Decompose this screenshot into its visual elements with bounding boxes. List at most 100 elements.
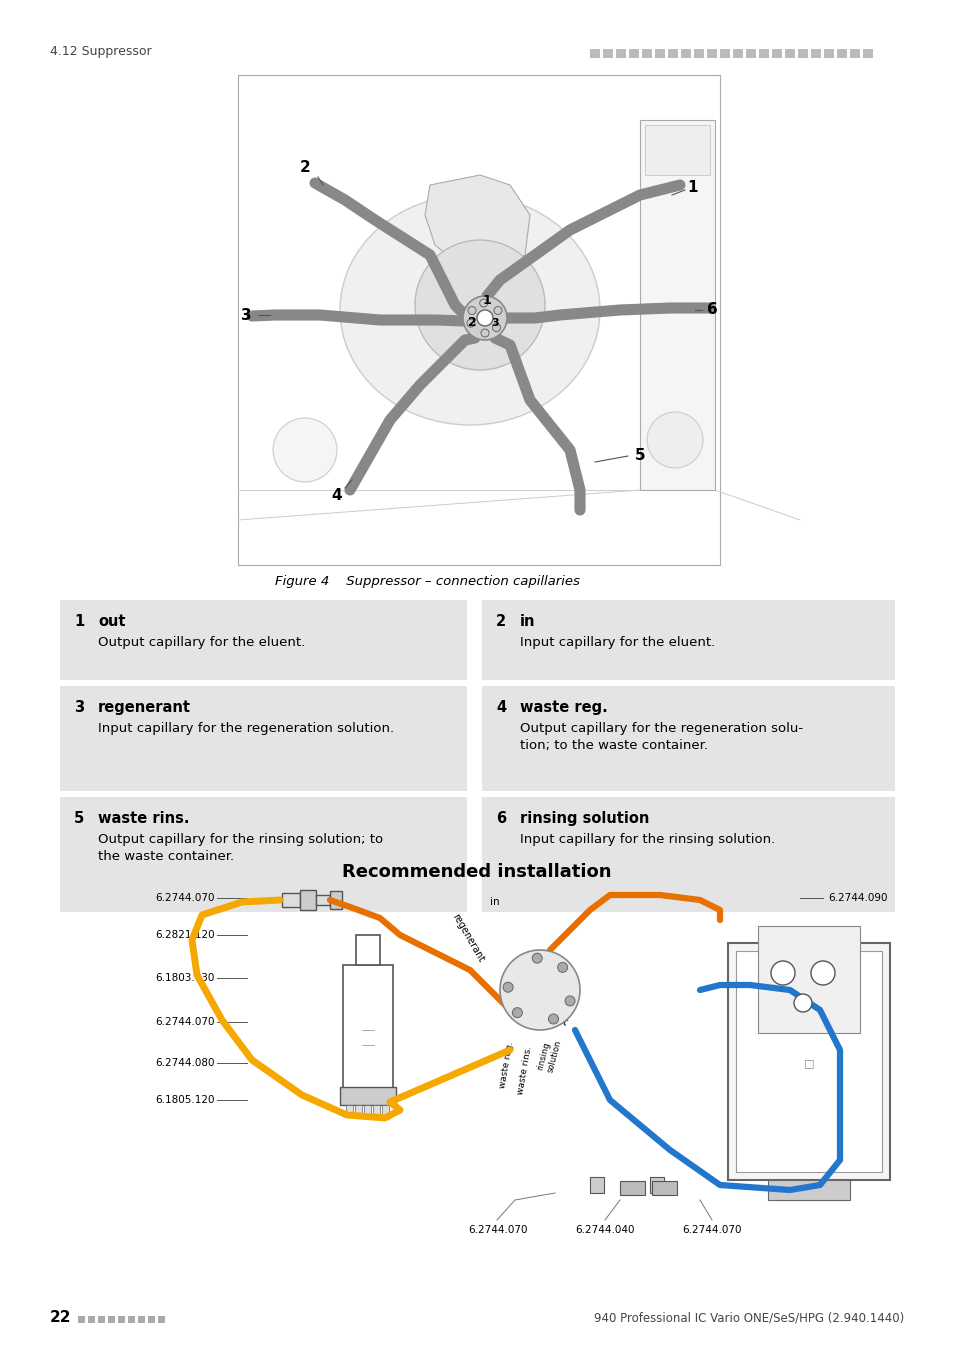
Text: 5: 5: [74, 811, 84, 826]
Text: waste reg.: waste reg.: [519, 701, 607, 716]
Text: 6.2744.090: 6.2744.090: [827, 892, 886, 903]
Text: Output capillary for the regeneration solu-: Output capillary for the regeneration so…: [519, 722, 802, 734]
Bar: [758, 926, 859, 1033]
Polygon shape: [424, 176, 530, 270]
Bar: [745, 49, 755, 58]
Circle shape: [466, 319, 475, 327]
Bar: [616, 49, 625, 58]
Text: out: out: [550, 1012, 569, 1029]
Bar: [771, 49, 781, 58]
Text: 940 Professional IC Vario ONE/SeS/HPG (2.940.1440): 940 Professional IC Vario ONE/SeS/HPG (2…: [593, 1311, 903, 1324]
Bar: [641, 49, 651, 58]
Text: waste rins.: waste rins.: [98, 811, 190, 826]
Text: 1: 1: [74, 614, 84, 629]
Text: waste reg.: waste reg.: [497, 1041, 515, 1089]
Circle shape: [479, 300, 487, 306]
Circle shape: [564, 996, 575, 1006]
Bar: [343, 965, 393, 1106]
Bar: [355, 1106, 361, 1116]
Text: □: □: [803, 1058, 814, 1068]
Text: in: in: [519, 614, 535, 629]
Text: Input capillary for the regeneration solution.: Input capillary for the regeneration sol…: [98, 722, 394, 734]
Bar: [651, 1181, 677, 1195]
Bar: [381, 1106, 389, 1116]
Circle shape: [558, 963, 567, 972]
Bar: [589, 1177, 603, 1193]
Circle shape: [502, 983, 513, 992]
Text: Input capillary for the rinsing solution.: Input capillary for the rinsing solution…: [519, 833, 775, 846]
Text: regenerant: regenerant: [450, 913, 485, 964]
Circle shape: [810, 961, 834, 986]
Text: 6: 6: [706, 302, 717, 317]
Bar: [158, 1316, 165, 1323]
Bar: [836, 49, 846, 58]
Text: rinsing
solution: rinsing solution: [536, 1037, 563, 1073]
Bar: [680, 49, 690, 58]
Text: 2: 2: [299, 161, 310, 176]
Bar: [628, 49, 639, 58]
Bar: [118, 1316, 125, 1323]
Text: 3: 3: [491, 319, 498, 328]
Circle shape: [532, 953, 541, 963]
Ellipse shape: [339, 194, 599, 425]
Text: Input capillary for the eluent.: Input capillary for the eluent.: [519, 636, 715, 649]
Text: 2: 2: [467, 316, 476, 329]
Text: 6.1805.120: 6.1805.120: [154, 1095, 214, 1106]
Bar: [148, 1316, 154, 1323]
Text: 3: 3: [74, 701, 84, 716]
Bar: [667, 49, 678, 58]
Text: 2: 2: [496, 614, 506, 629]
Text: 1: 1: [482, 293, 491, 306]
Text: 6.2821.120: 6.2821.120: [154, 930, 214, 940]
Text: rinsing solution: rinsing solution: [519, 811, 649, 826]
Text: 5: 5: [634, 447, 644, 463]
Bar: [98, 1316, 105, 1323]
Bar: [237, 76, 720, 566]
Circle shape: [494, 306, 501, 315]
Circle shape: [476, 310, 493, 325]
Bar: [373, 1106, 379, 1116]
Text: 1: 1: [687, 181, 698, 196]
Bar: [849, 49, 859, 58]
Circle shape: [770, 961, 794, 986]
Text: 6.2744.070: 6.2744.070: [681, 1224, 741, 1235]
Circle shape: [646, 412, 702, 468]
Text: Output capillary for the rinsing solution; to: Output capillary for the rinsing solutio…: [98, 833, 383, 846]
Bar: [355, 936, 379, 965]
Text: 4.12 Suppressor: 4.12 Suppressor: [50, 46, 152, 58]
Circle shape: [548, 1014, 558, 1025]
Text: waste rins.: waste rins.: [516, 1045, 533, 1095]
Bar: [784, 49, 794, 58]
Text: 6: 6: [496, 811, 506, 826]
Circle shape: [273, 418, 336, 482]
Bar: [364, 1106, 371, 1116]
Bar: [108, 1316, 115, 1323]
Text: the waste container.: the waste container.: [98, 850, 233, 863]
Circle shape: [512, 1007, 522, 1018]
Bar: [602, 49, 613, 58]
Bar: [862, 49, 872, 58]
Bar: [78, 1316, 85, 1323]
Bar: [644, 126, 709, 176]
Bar: [60, 599, 467, 680]
Text: in: in: [490, 896, 499, 907]
Bar: [619, 1181, 644, 1195]
Polygon shape: [639, 120, 714, 490]
Bar: [481, 686, 894, 791]
Text: 6.2744.070: 6.2744.070: [154, 892, 214, 903]
Bar: [346, 1106, 353, 1116]
Circle shape: [499, 950, 579, 1030]
Bar: [759, 49, 768, 58]
Bar: [339, 1087, 395, 1106]
Bar: [481, 599, 894, 680]
Bar: [649, 1177, 663, 1193]
Text: Figure 4    Suppressor – connection capillaries: Figure 4 Suppressor – connection capilla…: [274, 575, 579, 589]
Bar: [727, 944, 889, 1180]
Bar: [735, 950, 882, 1172]
Bar: [589, 49, 599, 58]
Text: Output capillary for the eluent.: Output capillary for the eluent.: [98, 636, 305, 649]
Text: 22: 22: [50, 1311, 71, 1326]
Bar: [138, 1316, 145, 1323]
Bar: [693, 49, 703, 58]
Bar: [720, 49, 729, 58]
